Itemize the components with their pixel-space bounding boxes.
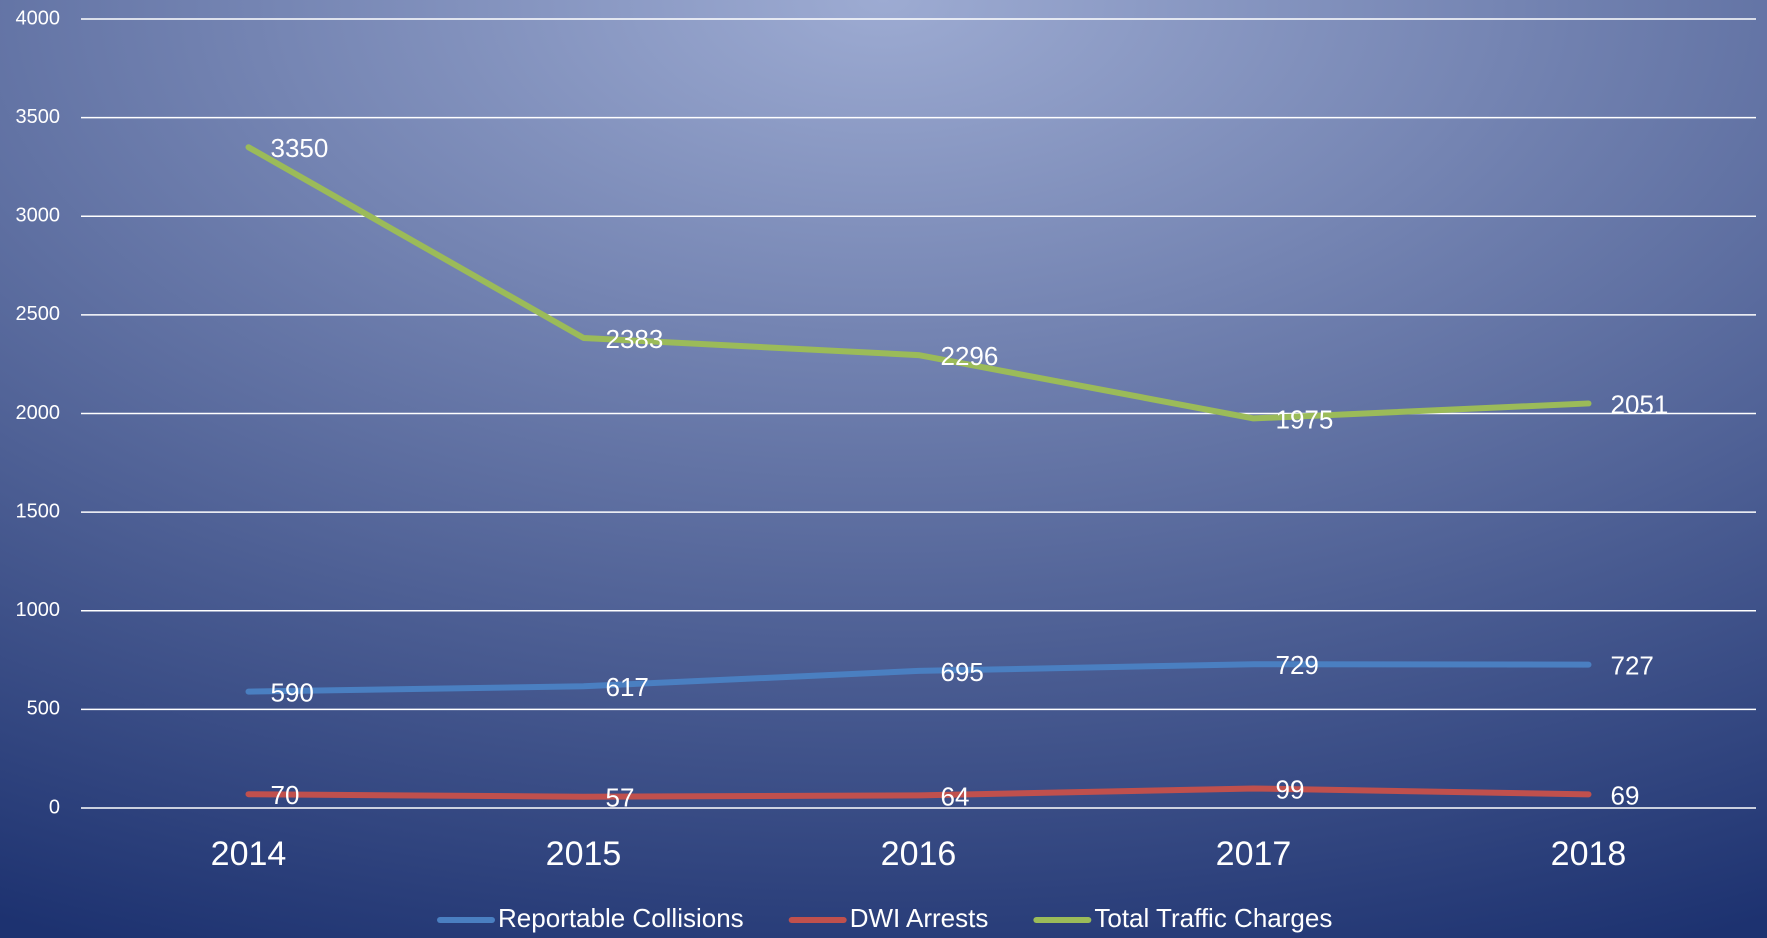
x-tick-label: 2018 — [1551, 835, 1627, 873]
data-label: 70 — [271, 780, 300, 810]
y-tick-label: 3000 — [16, 205, 61, 227]
y-tick-label: 2000 — [16, 402, 61, 424]
data-label: 729 — [1276, 650, 1319, 680]
data-label: 1975 — [1276, 404, 1334, 434]
data-label: 2051 — [1611, 389, 1669, 419]
data-label: 2296 — [941, 341, 999, 371]
y-tick-label: 3500 — [16, 106, 61, 128]
data-label: 2383 — [606, 324, 664, 354]
y-tick-label: 1000 — [16, 599, 61, 621]
data-label: 727 — [1611, 650, 1654, 680]
series-line — [245, 785, 1592, 800]
legend-label: Total Traffic Charges — [1094, 903, 1332, 933]
legend-label: Reportable Collisions — [498, 903, 744, 933]
data-label: 99 — [1276, 774, 1305, 804]
x-tick-label: 2016 — [881, 835, 957, 873]
y-tick-label: 0 — [49, 796, 60, 818]
legend-label: DWI Arrests — [850, 903, 989, 933]
y-tick-label: 500 — [27, 698, 60, 720]
data-label: 57 — [606, 783, 635, 813]
data-label: 64 — [941, 781, 970, 811]
data-label: 695 — [941, 657, 984, 687]
y-tick-label: 1500 — [16, 500, 61, 522]
x-tick-label: 2014 — [211, 835, 287, 873]
series-line — [245, 661, 1592, 695]
x-tick-label: 2017 — [1216, 835, 1292, 873]
data-label: 3350 — [271, 133, 329, 163]
y-tick-label: 2500 — [16, 303, 61, 325]
data-label: 69 — [1611, 780, 1640, 810]
data-label: 590 — [271, 677, 314, 707]
y-tick-label: 4000 — [16, 7, 61, 29]
data-label: 617 — [606, 672, 649, 702]
x-tick-label: 2015 — [546, 835, 622, 873]
series-line — [245, 144, 1592, 422]
